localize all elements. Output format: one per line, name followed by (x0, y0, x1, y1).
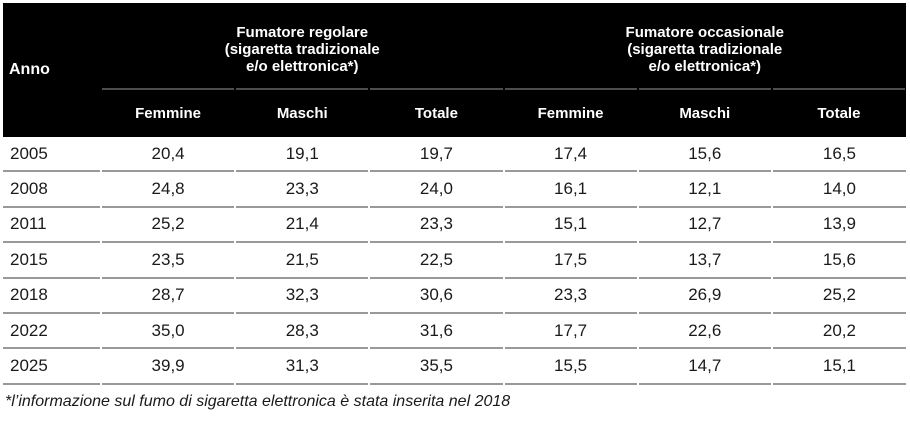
group-title-line: e/o elettronica*) (648, 58, 762, 75)
value-cell: 25,2 (102, 208, 235, 244)
value-cell: 39,9 (102, 349, 235, 385)
value-cell: 23,3 (236, 172, 369, 208)
value-cell: 14,0 (772, 172, 906, 208)
value-cell: 12,1 (638, 172, 771, 208)
value-cell: 15,1 (772, 349, 906, 385)
value-cell: 19,1 (236, 137, 369, 173)
value-cell: 17,4 (504, 137, 637, 173)
subheader-femmine-occasionale: Femmine (504, 88, 637, 137)
value-cell: 26,9 (638, 279, 771, 314)
value-cell: 13,9 (772, 208, 906, 244)
value-cell: 17,7 (504, 314, 637, 350)
footnote: *l’informazione sul fumo di sigaretta el… (5, 392, 511, 410)
value-cell: 23,3 (504, 279, 637, 314)
value-cell: 24,0 (370, 172, 503, 208)
value-cell: 14,7 (638, 349, 771, 385)
value-cell: 28,3 (236, 314, 369, 350)
value-cell: 28,7 (102, 279, 235, 314)
value-cell: 13,7 (638, 243, 771, 279)
year-cell: 2015 (3, 243, 100, 279)
subheader-totale-regolare: Totale (370, 88, 503, 137)
anno-label: Anno (9, 61, 50, 78)
value-cell: 16,1 (504, 172, 637, 208)
year-cell: 2008 (3, 172, 100, 208)
value-cell: 35,5 (370, 349, 503, 385)
value-cell: 17,5 (504, 243, 637, 279)
group-title-line: e/o elettronica*) (245, 58, 359, 75)
group-title-line: Fumatore occasionale (625, 24, 784, 41)
table-header: Anno Fumatore regolare (sigaretta tradiz… (3, 3, 906, 137)
value-cell: 32,3 (236, 279, 369, 314)
value-cell: 30,6 (370, 279, 503, 314)
value-cell: 20,4 (102, 137, 235, 173)
group-title-line: (sigaretta tradizionale (224, 41, 380, 58)
value-cell: 23,5 (102, 243, 235, 279)
value-cell: 15,1 (504, 208, 637, 244)
value-cell: 19,7 (370, 137, 503, 173)
subheader-femmine-regolare: Femmine (102, 88, 235, 137)
value-cell: 31,6 (370, 314, 503, 350)
year-cell: 2018 (3, 279, 100, 314)
value-cell: 22,6 (638, 314, 771, 350)
value-cell: 12,7 (638, 208, 771, 244)
year-cell: 2022 (3, 314, 100, 350)
year-cell: 2011 (3, 208, 100, 244)
group-title-line: (sigaretta tradizionale (627, 41, 783, 58)
group-header-fumatore-regolare: Fumatore regolare (sigaretta tradizional… (101, 3, 504, 88)
year-cell: 2005 (3, 137, 100, 173)
subheader-totale-occasionale: Totale (772, 88, 905, 137)
value-cell: 15,6 (772, 243, 906, 279)
value-cell: 15,5 (504, 349, 637, 385)
value-cell: 16,5 (772, 137, 906, 173)
value-cell: 22,5 (370, 243, 503, 279)
value-cell: 35,0 (102, 314, 235, 350)
group-title-line: Fumatore regolare (236, 24, 369, 41)
value-cell: 31,3 (236, 349, 369, 385)
value-cell: 23,3 (370, 208, 503, 244)
subheader-maschi-regolare: Maschi (236, 88, 369, 137)
value-cell: 24,8 (102, 172, 235, 208)
group-header-fumatore-occasionale: Fumatore occasionale (sigaretta tradizio… (504, 3, 907, 88)
value-cell: 21,5 (236, 243, 369, 279)
value-cell: 21,4 (236, 208, 369, 244)
table-body: 2005 20,4 19,1 19,7 17,4 15,6 16,5 2008 … (3, 137, 906, 385)
subheader-maschi-occasionale: Maschi (638, 88, 771, 137)
value-cell: 25,2 (772, 279, 906, 314)
anno-column-header: Anno (3, 3, 101, 137)
year-cell: 2025 (3, 349, 100, 385)
value-cell: 20,2 (772, 314, 906, 350)
value-cell: 15,6 (638, 137, 771, 173)
